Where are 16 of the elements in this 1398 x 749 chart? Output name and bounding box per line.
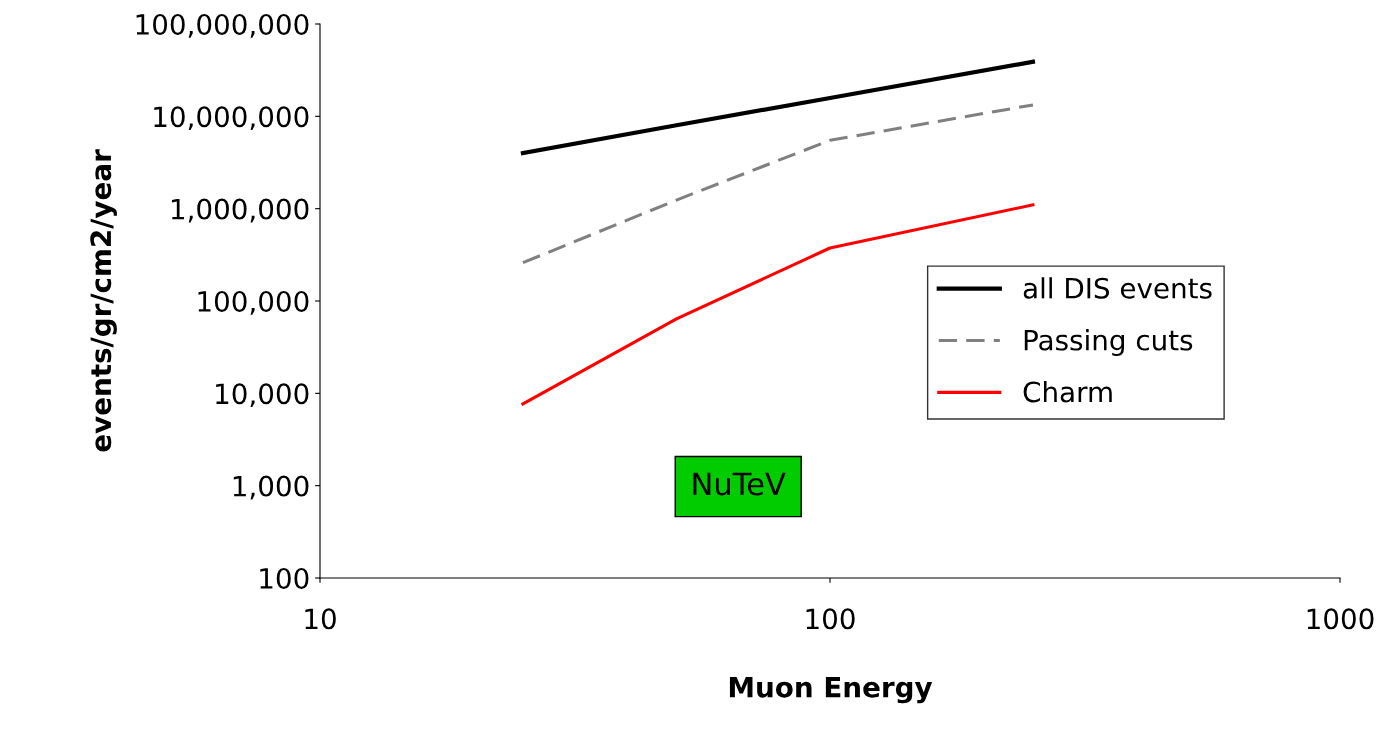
x-axis-title: Muon Energy <box>729 677 933 704</box>
y-tick-label: 100,000 <box>198 290 309 315</box>
y-tick-label: 10,000 <box>216 383 309 408</box>
legend-label: all DIS events <box>1023 277 1212 299</box>
y-tick-label: 1,000 <box>233 475 309 500</box>
y-tick-label: 100,000,000 <box>136 13 309 38</box>
y-axis-title: events/gr/cm2/year <box>90 149 117 452</box>
y-tick-label: 10,000,000 <box>154 106 309 131</box>
x-tick-label: 10 <box>305 608 336 630</box>
legend-label: Passing cuts <box>1024 329 1193 356</box>
legend-label: Charm <box>1023 380 1112 403</box>
x-tick-label: 1000 <box>1307 608 1374 630</box>
y-tick-label: 1,000,000 <box>171 198 309 223</box>
y-tick-label: 100 <box>260 567 309 589</box>
annotation: NuTeV <box>693 472 786 496</box>
x-tick-label: 100 <box>806 608 855 630</box>
